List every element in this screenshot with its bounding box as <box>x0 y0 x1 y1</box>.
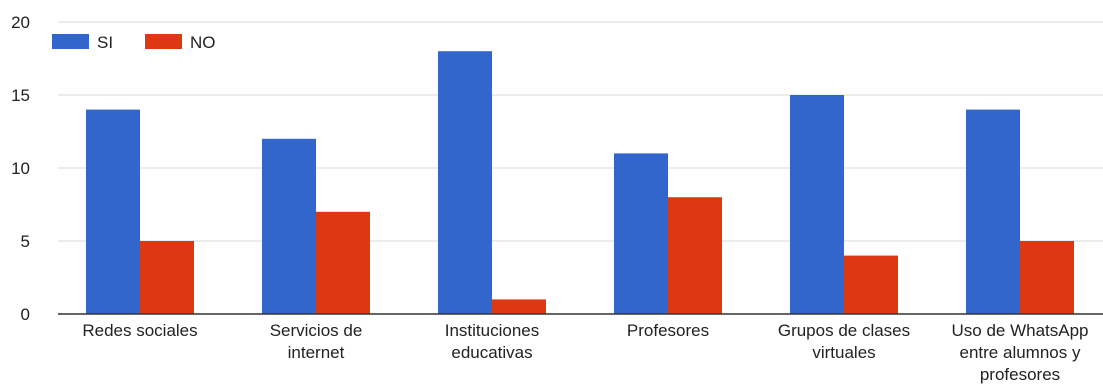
y-tick-label: 5 <box>21 232 30 251</box>
bar-no-1 <box>140 241 194 314</box>
y-axis-ticks: 0 5 10 15 20 <box>11 13 30 324</box>
bar-no-6 <box>1020 241 1074 314</box>
category-label: Instituciones educativas <box>445 321 540 362</box>
legend-swatch-no <box>145 34 182 49</box>
category-label-line: Profesores <box>627 321 709 340</box>
category-label-line: Redes sociales <box>82 321 197 340</box>
category-label-line: entre alumnos y <box>960 343 1081 362</box>
category-label-line: Servicios de <box>270 321 363 340</box>
bar-no-2 <box>316 211 370 314</box>
legend-swatch-si <box>52 34 89 49</box>
legend-label-si: SI <box>97 33 113 52</box>
category-label: Redes sociales <box>82 321 197 340</box>
category-label: Servicios de internet <box>270 321 363 362</box>
bar-si-5 <box>790 95 844 314</box>
category-label-line: Instituciones <box>445 321 540 340</box>
legend-label-no: NO <box>190 33 216 52</box>
bar-no-5 <box>844 255 898 314</box>
x-axis-labels: Redes sociales Servicios de internet Instit… <box>82 321 1088 384</box>
bar-si-3 <box>438 51 492 314</box>
bar-si-2 <box>262 138 316 314</box>
bars <box>86 51 1074 314</box>
bar-si-4 <box>614 153 668 314</box>
category-label: Grupos de clases virtuales <box>778 321 910 362</box>
bar-no-4 <box>668 197 722 314</box>
y-tick-label: 10 <box>11 159 30 178</box>
category-label: Profesores <box>627 321 709 340</box>
category-label-line: educativas <box>451 343 532 362</box>
y-tick-label: 0 <box>21 305 30 324</box>
bar-no-3 <box>492 299 546 314</box>
category-label-line: Uso de WhatsApp <box>951 321 1088 340</box>
bar-si-6 <box>966 109 1020 314</box>
y-tick-label: 15 <box>11 86 30 105</box>
category-label: Uso de WhatsApp entre alumnos y profesores <box>951 321 1088 384</box>
category-label-line: internet <box>288 343 345 362</box>
bar-si-1 <box>86 109 140 314</box>
y-tick-label: 20 <box>11 13 30 32</box>
category-label-line: virtuales <box>812 343 875 362</box>
category-label-line: profesores <box>980 365 1060 384</box>
legend: SI NO <box>52 33 216 52</box>
category-label-line: Grupos de clases <box>778 321 910 340</box>
grid <box>58 21 1103 242</box>
